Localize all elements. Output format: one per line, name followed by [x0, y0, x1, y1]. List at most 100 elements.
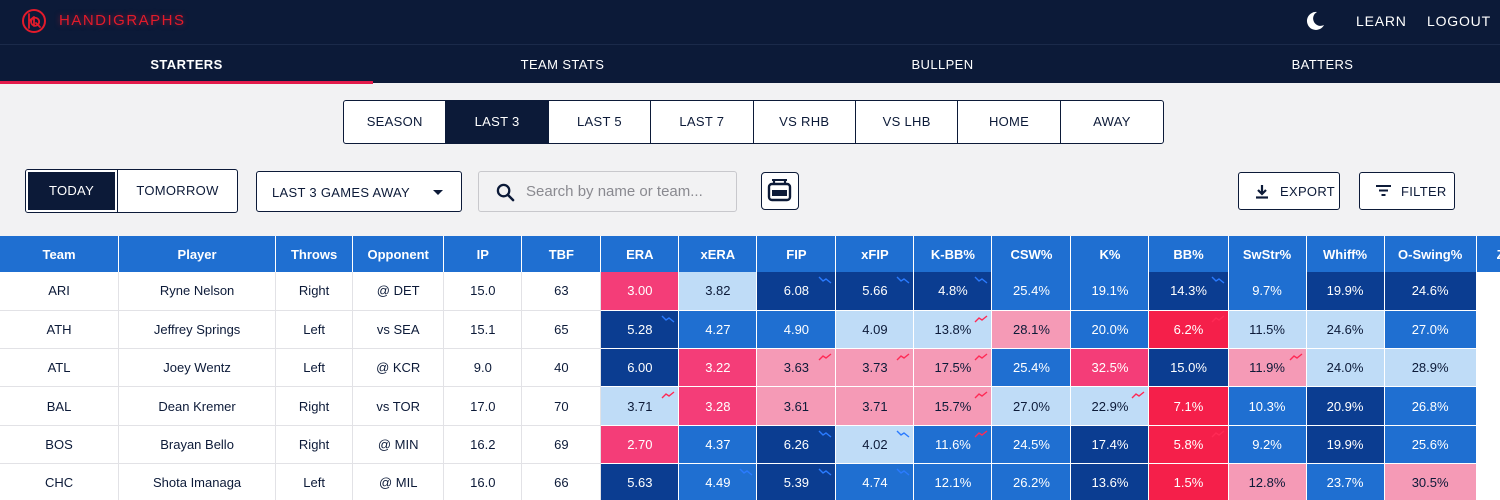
trend-down-icon [974, 276, 988, 284]
cell-stat: 13.6% [1070, 463, 1150, 500]
cell-opponent: @ MIL [352, 463, 445, 500]
stat-value: 4.27 [705, 321, 731, 337]
column-header-bb[interactable]: BB% [1148, 236, 1229, 272]
stat-value: 13.6% [1091, 475, 1129, 491]
split-away-button[interactable]: AWAY [1093, 114, 1131, 129]
cell-stat: 6.08 [756, 272, 837, 311]
export-button[interactable]: EXPORT [1238, 172, 1340, 210]
split-last3-button[interactable]: LAST 3 [446, 101, 549, 143]
column-header-k-bb[interactable]: K-BB% [913, 236, 993, 272]
cell-stat: 5.39 [756, 463, 837, 500]
cell-stat: 20.9% [1306, 386, 1385, 426]
stat-value: 4.49 [705, 475, 731, 491]
stat-value: 4.8% [938, 283, 968, 299]
trend-down-icon [896, 276, 910, 284]
lineup-card-icon [767, 179, 792, 202]
filter-button[interactable]: FILTER [1359, 172, 1455, 210]
cell-stat: 19.1% [1070, 272, 1150, 311]
download-icon [1256, 185, 1268, 199]
trend-up-icon [1289, 353, 1302, 361]
split-season-button[interactable]: SEASON [344, 101, 447, 143]
table-row[interactable]: ATH Jeffrey Springs Left vs SEA 15.1 65 5.28 4.… [0, 310, 1500, 350]
column-header-o-swing[interactable]: O-Swing% [1384, 236, 1477, 272]
cell-throws: Right [275, 386, 354, 426]
filter-label: FILTER [1401, 184, 1447, 199]
lineup-button[interactable] [761, 172, 799, 210]
tab-team-stats[interactable]: TEAM STATS [520, 57, 605, 72]
stat-value: 10.3% [1248, 398, 1286, 414]
trend-up-icon [974, 353, 988, 361]
column-header-team[interactable]: Team [0, 236, 120, 272]
stat-value: 5.63 [627, 475, 653, 491]
split-last7-button[interactable]: LAST 7 [651, 101, 754, 143]
stat-value: 13.8% [934, 321, 972, 337]
column-header-tbf[interactable]: TBF [521, 236, 602, 272]
trend-up-icon [1211, 430, 1224, 438]
trend-down-icon [818, 430, 832, 438]
nav-logout-link[interactable]: LOGOUT [1427, 13, 1491, 29]
column-header-csw[interactable]: CSW% [991, 236, 1072, 272]
table-row[interactable]: CHC Shota Imanaga Left @ MIL 16.0 66 5.63 4.49 5… [0, 463, 1500, 500]
split-vs-lhb-button[interactable]: VS LHB [856, 101, 959, 143]
cell-stat: 17.5% [913, 348, 993, 388]
column-header-xfip[interactable]: xFIP [835, 236, 915, 272]
tab-bullpen[interactable]: BULLPEN [911, 57, 974, 72]
stat-value: 3.00 [627, 283, 653, 299]
stat-value: 4.37 [705, 436, 731, 452]
split-home-button[interactable]: HOME [958, 101, 1061, 143]
cell-stat: 24.5% [991, 425, 1072, 464]
table-header-row: Team Player Throws Opponent IP TBF ERA xERA FIP x… [0, 236, 1500, 272]
column-header-k[interactable]: K% [1070, 236, 1150, 272]
split-dropdown[interactable]: LAST 3 GAMES AWAY [256, 171, 462, 212]
tab-starters[interactable]: STARTERS [150, 57, 223, 72]
filter-lines-icon [1376, 185, 1391, 196]
tab-batters[interactable]: BATTERS [1291, 57, 1354, 72]
column-header-ip[interactable]: IP [443, 236, 523, 272]
cell-stat: 5.8% [1148, 425, 1229, 464]
cell-stat: 10.3% [1228, 386, 1307, 426]
table-row[interactable]: ARI Ryne Nelson Right @ DET 15.0 63 3.00 3.82 6.… [0, 272, 1500, 311]
split-vs-rhb-button[interactable]: VS RHB [754, 101, 856, 143]
today-button[interactable]: TODAY [26, 170, 117, 212]
stat-value: 15.7% [934, 398, 972, 414]
trend-up-icon [818, 353, 832, 361]
split-last5-button[interactable]: LAST 5 [549, 101, 652, 143]
day-toggle: TODAY TOMORROW [25, 169, 238, 213]
trend-down-icon [818, 468, 832, 476]
tomorrow-button[interactable]: TOMORROW [117, 170, 237, 212]
table-row[interactable]: BAL Dean Kremer Right vs TOR 17.0 70 3.71 3.28 3… [0, 386, 1500, 426]
handigraphs-logo-icon[interactable] [21, 8, 47, 34]
stat-value: 3.28 [705, 398, 731, 414]
column-header-fip[interactable]: FIP [756, 236, 837, 272]
stat-value: 4.90 [783, 321, 810, 337]
stat-value: 4.09 [862, 321, 888, 337]
cell-team: ATL [0, 348, 120, 388]
column-header-throws[interactable]: Throws [275, 236, 354, 272]
stat-value: 5.39 [783, 475, 810, 491]
moon-icon[interactable] [1304, 10, 1326, 32]
column-header-era[interactable]: ERA [600, 236, 680, 272]
table-row[interactable]: BOS Brayan Bello Right @ MIN 16.2 69 2.70 4.37 6… [0, 425, 1500, 464]
stat-value: 3.61 [783, 398, 810, 414]
search-input[interactable] [526, 172, 726, 211]
column-header-opponent[interactable]: Opponent [352, 236, 445, 272]
cell-ip: 16.2 [443, 425, 523, 464]
cell-stat: 9.2% [1228, 425, 1307, 464]
column-header-player[interactable]: Player [118, 236, 277, 272]
stat-value: 2.70 [627, 436, 653, 452]
stat-value: 9.7% [1252, 283, 1282, 299]
stat-value: 17.5% [934, 360, 972, 376]
table-row[interactable]: ATL Joey Wentz Left @ KCR 9.0 40 6.00 3.22 3.63 3… [0, 348, 1500, 388]
column-header-xera[interactable]: xERA [678, 236, 758, 272]
nav-learn-link[interactable]: LEARN [1356, 13, 1407, 29]
brand-name[interactable]: HANDIGRAPHS [59, 12, 186, 29]
column-header-zone[interactable]: Zone% [1476, 236, 1500, 272]
column-header-whiff[interactable]: Whiff% [1306, 236, 1385, 272]
column-header-swstr[interactable]: SwStr% [1228, 236, 1307, 272]
cell-stat: 30.5% [1384, 463, 1477, 500]
stat-value: 20.9% [1326, 398, 1364, 414]
stat-value: 4.74 [862, 475, 888, 491]
stat-value: 24.6% [1326, 321, 1364, 337]
stat-value: 7.1% [1173, 398, 1204, 414]
trend-up-icon [1131, 391, 1145, 399]
